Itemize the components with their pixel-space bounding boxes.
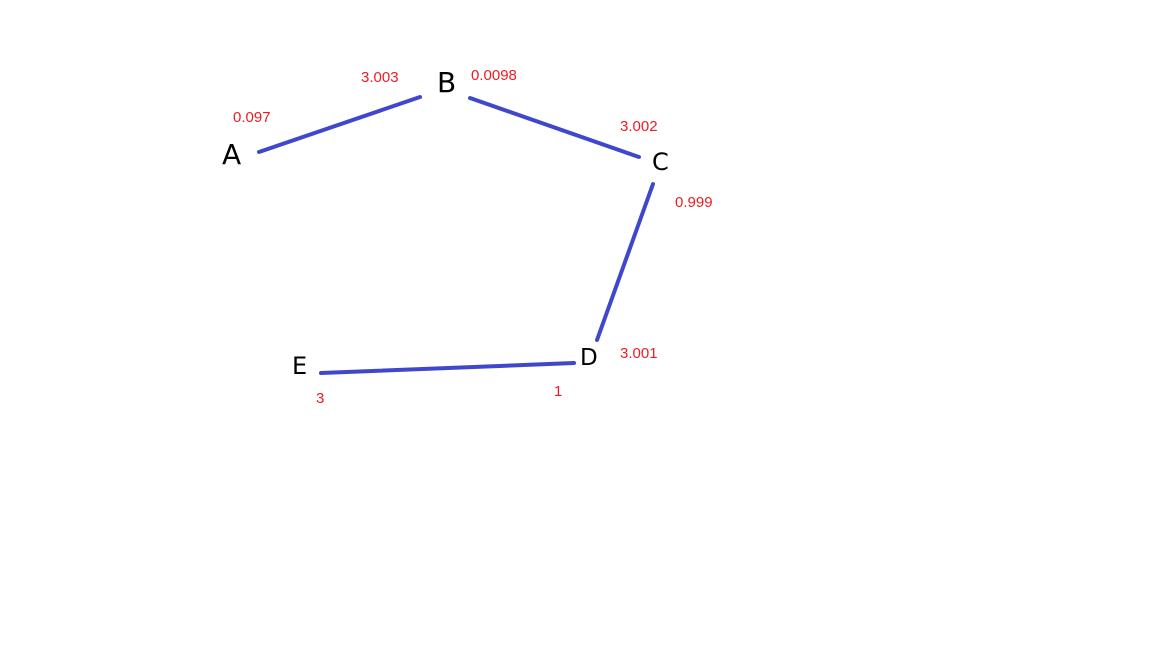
weight-label-d-below: 1 <box>554 383 563 400</box>
edge-a-b <box>257 95 422 154</box>
node-a-label: A <box>222 138 242 171</box>
node-c-label: C <box>652 148 669 176</box>
edge-c-d <box>595 182 655 342</box>
edge-b-c <box>468 96 641 159</box>
node-b-label: B <box>437 66 457 99</box>
node-d-label: D <box>580 345 598 371</box>
weight-label-d-right: 3.001 <box>620 345 658 362</box>
weight-label-e: 3 <box>316 390 325 407</box>
edge-d-e <box>319 361 576 375</box>
weight-label-b-right: 0.0098 <box>471 67 517 84</box>
weight-label-a: 0.097 <box>233 109 271 126</box>
node-e-label: E <box>292 352 308 380</box>
weight-label-b-left: 3.003 <box>361 69 399 86</box>
weight-label-c-top: 3.002 <box>620 118 658 135</box>
weight-label-c-right: 0.999 <box>675 194 713 211</box>
